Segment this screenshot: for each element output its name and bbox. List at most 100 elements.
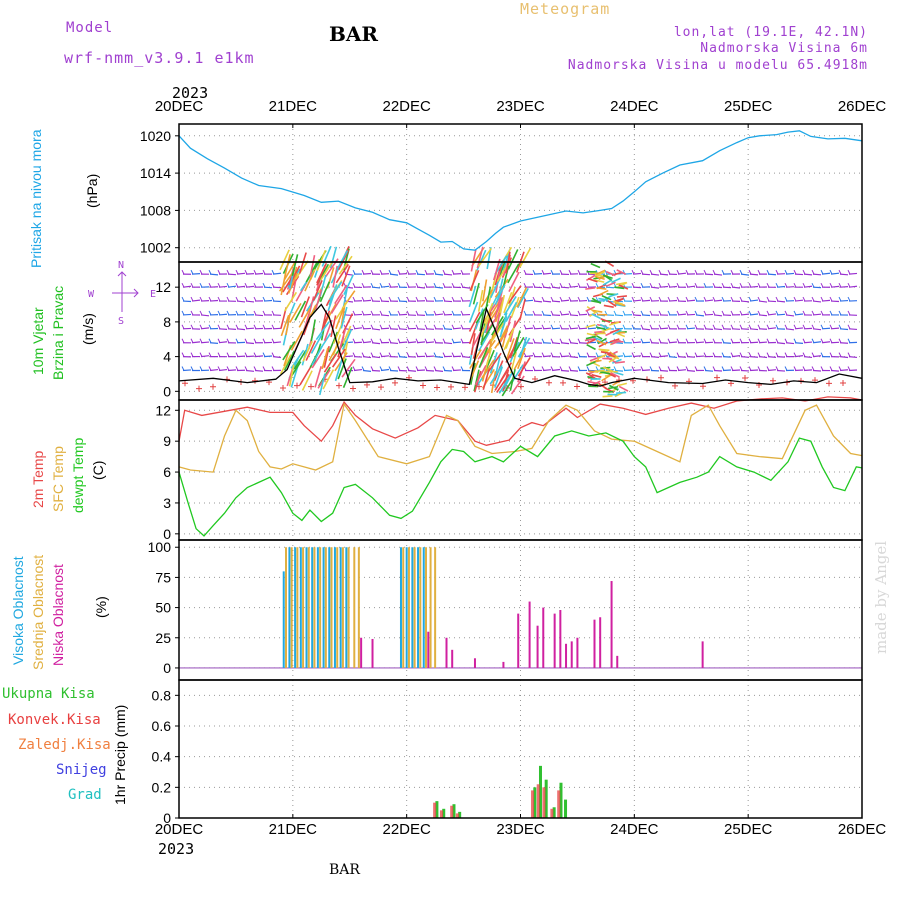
wind-barb-tick [649, 366, 653, 371]
high-cloud-bar [328, 547, 331, 668]
wind-burst-arrow [602, 274, 613, 279]
wind-barb-tick [586, 282, 590, 288]
wind-barb [254, 272, 264, 275]
ytick-label-temperature: 3 [163, 495, 171, 511]
wind-barb-tick [208, 296, 212, 302]
mid-cloud-bar [336, 547, 339, 668]
wind-barb-tick [244, 324, 248, 330]
wind-barb [371, 369, 381, 372]
wind-barb [713, 369, 723, 372]
lonlat-label: lon,lat (19.1E, 42.1N) [673, 25, 868, 40]
wind-barb [200, 314, 210, 317]
mid-cloud-bar [307, 547, 310, 668]
wind-burst-arrow [584, 338, 595, 342]
wind-barb [776, 356, 786, 358]
wind-barb [614, 314, 624, 317]
wind-barb-tick [271, 282, 275, 288]
wind-barb [848, 285, 858, 288]
wind-burst-arrow [481, 359, 495, 379]
wind-burst-arrow [290, 366, 299, 388]
ytick-label-cloud: 50 [155, 600, 171, 616]
wind-barb [362, 356, 372, 359]
wind-barb-tick [631, 338, 635, 343]
wind-barb-tick [811, 310, 815, 316]
wind-burst-arrow [585, 335, 596, 340]
wind-burst-arrow [487, 331, 495, 354]
ytick-label-pressure: 1014 [140, 165, 171, 181]
wind-barb [353, 327, 363, 330]
wind-burst-arrow [470, 249, 477, 272]
wind-barb-tick [541, 269, 545, 275]
wind-barb [569, 314, 579, 317]
wind-barb [551, 286, 561, 289]
wind-barb-tick [559, 296, 563, 302]
wind-barb-tick [208, 269, 212, 275]
wind-barb [209, 299, 219, 302]
wind-barb-tick [262, 338, 266, 343]
wind-barb-tick [253, 310, 257, 316]
wind-burst-arrow [613, 300, 624, 306]
wind-barb-tick [271, 366, 275, 371]
conv-precip-bar [536, 784, 540, 818]
wind-barb-tick [199, 269, 203, 275]
wind-barb [362, 369, 372, 372]
wind-barb [722, 342, 732, 344]
wind-barb [686, 313, 696, 316]
wind-barb-tick [532, 282, 536, 288]
wind-barb [794, 327, 804, 330]
wind-barb [785, 328, 795, 331]
wind-marker [434, 384, 440, 391]
wind-burst-arrow [596, 353, 607, 360]
wind-burst-arrow [482, 368, 491, 390]
wind-barb-tick [748, 366, 752, 371]
wind-barb [641, 328, 651, 331]
wind-barb-tick [181, 324, 185, 330]
ytick-label-pressure: 1020 [140, 128, 171, 144]
wind-barb-tick [829, 296, 833, 302]
wind-barb-tick [640, 282, 644, 288]
wind-barb-tick [667, 310, 671, 316]
wind-barb [461, 356, 471, 359]
wind-barb [830, 285, 840, 288]
wind-barb-tick [685, 282, 689, 288]
wind-barb [533, 300, 543, 303]
wind-barb-tick [694, 366, 698, 371]
wind-barb [803, 369, 813, 372]
wind-burst-arrow [468, 311, 481, 332]
wind-barb [812, 328, 822, 331]
conv-precip-bar [455, 813, 459, 818]
wind-burst-arrow [314, 289, 323, 311]
wind-burst-arrow [470, 333, 476, 356]
xtick-top-label: 25DEC [724, 98, 773, 115]
wind-barb [740, 356, 750, 358]
low-cloud-bar [445, 637, 448, 668]
wind-barb-tick [532, 366, 536, 371]
wind-barb [245, 285, 255, 288]
wind-barb-tick [433, 282, 437, 288]
wind-barb-tick [667, 352, 671, 357]
wind-barb-tick [226, 366, 230, 371]
wind-barb-tick [550, 282, 554, 288]
wind-burst-arrow [599, 323, 610, 330]
total-precip-bar [564, 799, 568, 818]
wind-burst-arrow [597, 337, 607, 345]
wind-barb-tick [784, 282, 788, 288]
wind-burst-arrow [488, 352, 502, 372]
wind-barb-tick [829, 352, 833, 357]
wind-barb-tick [433, 338, 437, 343]
wind-barb [578, 327, 588, 330]
wind-burst-arrow [498, 294, 506, 317]
wind-barb-tick [352, 310, 356, 316]
wind-barb-tick [784, 310, 788, 316]
wind-barb-tick [721, 352, 725, 357]
wind-barb-tick [406, 269, 410, 275]
wind-burst-arrow [302, 340, 313, 362]
wind-marker [210, 383, 216, 390]
wind-barb-tick [820, 310, 824, 316]
wind-barb-tick [703, 269, 707, 275]
wind-burst-arrow [494, 366, 504, 388]
wind-burst-arrow [319, 373, 326, 396]
wind-barb-tick [667, 269, 671, 275]
wind-barb-tick [361, 310, 365, 316]
wind-barb-tick [802, 366, 806, 371]
